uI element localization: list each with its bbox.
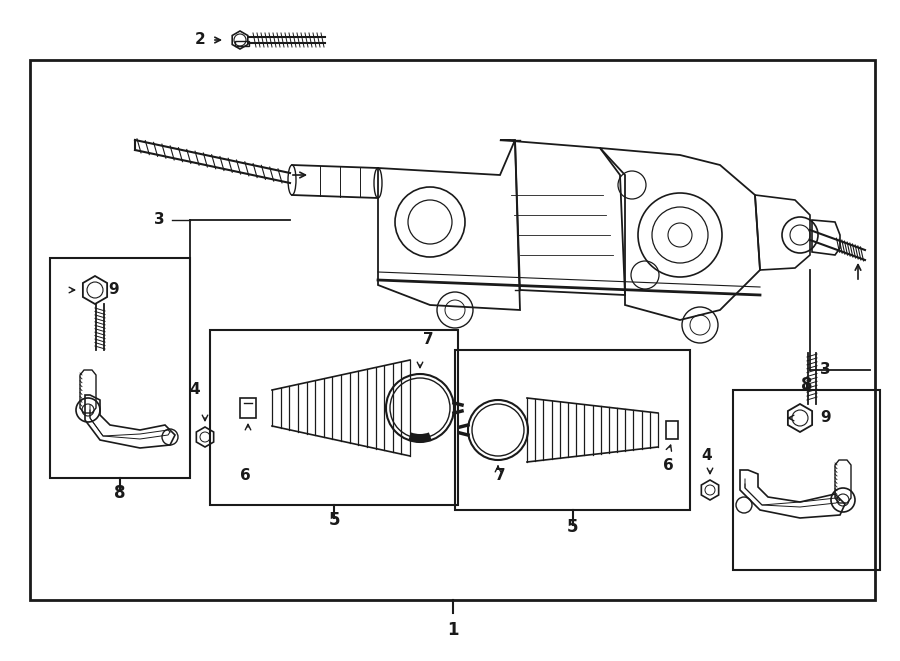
Text: 3: 3 bbox=[820, 362, 831, 377]
Text: 3: 3 bbox=[155, 212, 165, 227]
Bar bbox=[30, 60, 875, 600]
Wedge shape bbox=[409, 432, 432, 442]
Text: 1: 1 bbox=[447, 621, 459, 639]
Bar bbox=[666, 421, 678, 439]
Text: 2: 2 bbox=[194, 32, 205, 48]
Bar bbox=[240, 398, 256, 418]
Text: 6: 6 bbox=[662, 457, 673, 473]
Text: 5: 5 bbox=[567, 518, 578, 536]
Bar bbox=[235, 41, 249, 46]
Text: 4: 4 bbox=[702, 447, 712, 463]
Text: 5: 5 bbox=[328, 511, 340, 529]
Text: 8: 8 bbox=[114, 484, 126, 502]
Text: 9: 9 bbox=[108, 282, 119, 297]
Text: 6: 6 bbox=[239, 467, 250, 483]
Bar bbox=[733, 390, 880, 570]
Text: 9: 9 bbox=[820, 410, 831, 426]
Text: 7: 7 bbox=[495, 467, 505, 483]
Text: 8: 8 bbox=[801, 376, 813, 394]
Bar bbox=[455, 350, 690, 510]
Bar bbox=[50, 258, 190, 478]
Text: 7: 7 bbox=[423, 332, 433, 348]
Text: 4: 4 bbox=[190, 383, 201, 397]
Bar bbox=[210, 330, 458, 505]
